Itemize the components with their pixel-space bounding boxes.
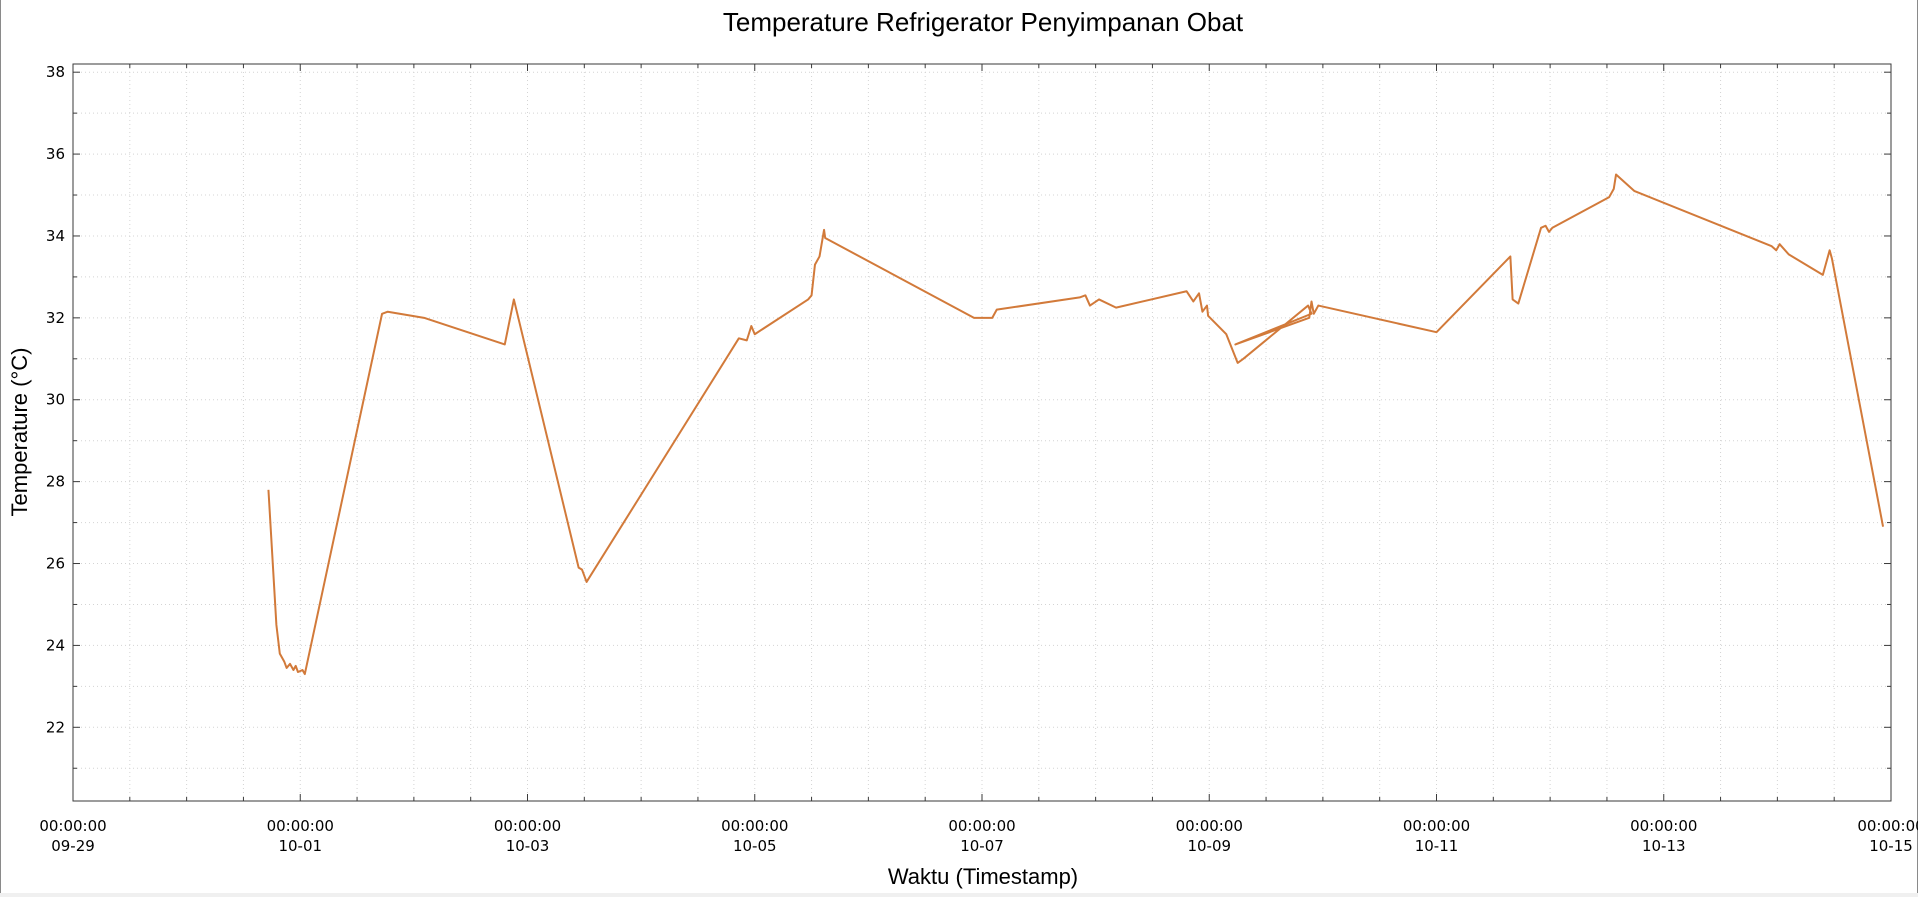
x-tick-date-label: 10-11 (1415, 837, 1459, 855)
x-tick-time-label: 00:00:00 (1403, 817, 1470, 835)
x-tick-date-label: 10-05 (733, 837, 777, 855)
x-tick-time-label: 00:00:00 (1176, 817, 1243, 835)
x-tick-time-label: 00:00:00 (39, 817, 106, 835)
temperature-series-line (267, 173, 1885, 676)
x-tick-date-label: 10-03 (506, 837, 550, 855)
y-tick-label: 28 (46, 473, 65, 491)
grid-lines (73, 64, 1891, 801)
y-tick-label: 26 (46, 555, 65, 573)
x-tick-date-label: 09-29 (51, 837, 95, 855)
y-axis-title: Temperature (°C) (7, 348, 32, 517)
x-tick-time-label: 00:00:00 (948, 817, 1015, 835)
x-tick-date-label: 10-13 (1642, 837, 1686, 855)
x-tick-time-label: 00:00:00 (721, 817, 788, 835)
y-tick-label: 32 (46, 309, 65, 327)
y-tick-label: 24 (46, 636, 65, 654)
axis-ticks (73, 64, 1891, 801)
x-tick-date-label: 10-07 (960, 837, 1004, 855)
x-tick-time-label: 00:00:00 (1630, 817, 1697, 835)
x-tick-time-label: 00:00:00 (494, 817, 561, 835)
tick-labels: 22 24 26 28 30 32 34 36 38 00:00:00 09-29 00:00:00 1… (39, 63, 1918, 855)
y-tick-label: 30 (46, 391, 65, 409)
y-tick-label: 38 (46, 63, 65, 81)
x-tick-date-label: 10-15 (1869, 837, 1913, 855)
y-tick-label: 34 (46, 227, 65, 245)
y-tick-label: 22 (46, 718, 65, 736)
x-tick-time-label: 00:00:00 (1857, 817, 1918, 835)
chart-title: Temperature Refrigerator Penyimpanan Oba… (723, 7, 1244, 37)
x-tick-date-label: 10-01 (278, 837, 322, 855)
x-axis-title: Waktu (Timestamp) (888, 864, 1078, 889)
x-tick-date-label: 10-09 (1187, 837, 1231, 855)
series-layer (267, 173, 1885, 676)
x-tick-time-label: 00:00:00 (267, 817, 334, 835)
y-tick-label: 36 (46, 145, 65, 163)
